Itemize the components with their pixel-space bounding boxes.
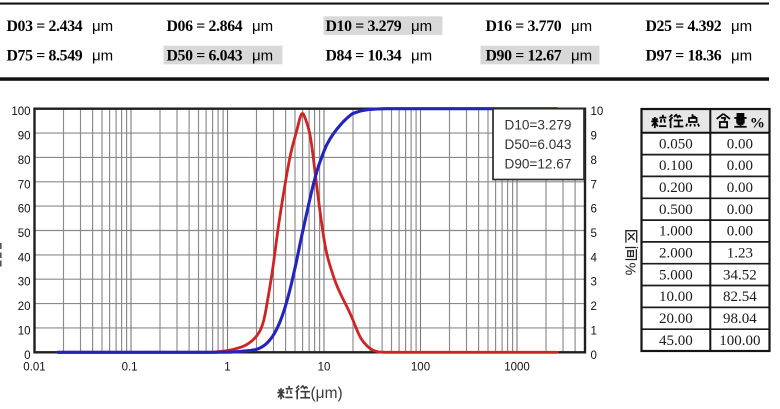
svg-text:1.23: 1.23: [727, 246, 753, 262]
svg-text:1: 1: [591, 325, 597, 337]
svg-text:30: 30: [18, 277, 31, 289]
svg-text:D75 = 8.549: D75 = 8.549: [7, 47, 83, 64]
svg-text:D06 = 2.864: D06 = 2.864: [167, 18, 243, 35]
svg-text:μm: μm: [411, 47, 432, 64]
svg-text:80: 80: [18, 155, 31, 167]
svg-text:0.200: 0.200: [659, 180, 693, 196]
svg-text:D97 = 18.36: D97 = 18.36: [646, 47, 722, 64]
svg-text:0.00: 0.00: [727, 224, 753, 240]
svg-text:D90 = 12.67: D90 = 12.67: [486, 47, 562, 64]
svg-text:μm: μm: [92, 47, 113, 64]
svg-text:D25 = 4.392: D25 = 4.392: [646, 18, 722, 35]
svg-text:0.050: 0.050: [659, 136, 693, 152]
svg-text:98.04: 98.04: [723, 311, 757, 327]
svg-text:0: 0: [591, 350, 597, 362]
svg-text:5: 5: [591, 228, 597, 240]
svg-text:%: %: [750, 115, 765, 131]
svg-text:8: 8: [591, 155, 597, 167]
svg-text:μm: μm: [92, 18, 113, 35]
svg-text:100: 100: [411, 361, 430, 373]
svg-text:(μm): (μm): [311, 385, 343, 402]
svg-text:7: 7: [591, 179, 597, 191]
svg-text:10: 10: [318, 361, 331, 373]
svg-text:50: 50: [18, 228, 31, 240]
svg-text:1.000: 1.000: [659, 224, 693, 240]
svg-text:60: 60: [18, 204, 31, 216]
svg-text:D84 = 10.34: D84 = 10.34: [326, 47, 402, 64]
svg-text:0: 0: [24, 350, 30, 362]
svg-text:μm: μm: [571, 47, 592, 64]
svg-text:10.00: 10.00: [659, 289, 693, 305]
svg-text:10: 10: [18, 325, 31, 337]
svg-text:45.00: 45.00: [659, 333, 693, 349]
svg-text:20: 20: [18, 301, 31, 313]
svg-text:0.01: 0.01: [23, 361, 45, 373]
svg-text:2: 2: [591, 301, 597, 313]
svg-text:D10 = 3.279: D10 = 3.279: [326, 18, 402, 35]
svg-text:2.000: 2.000: [659, 246, 693, 262]
svg-text:4: 4: [591, 252, 598, 264]
svg-text:70: 70: [18, 179, 31, 191]
svg-text:D03 = 2.434: D03 = 2.434: [7, 18, 83, 35]
svg-text:3: 3: [591, 277, 597, 289]
svg-text:0.1: 0.1: [122, 361, 138, 373]
svg-text:34.52: 34.52: [723, 267, 757, 283]
svg-text:82.54: 82.54: [723, 289, 757, 305]
svg-text:1: 1: [224, 361, 230, 373]
svg-text:0.00: 0.00: [727, 136, 753, 152]
svg-text:μm: μm: [731, 18, 752, 35]
svg-text:100.00: 100.00: [719, 333, 760, 349]
svg-text:90: 90: [18, 131, 31, 143]
svg-text:%: %: [622, 263, 638, 276]
svg-text:9: 9: [591, 131, 597, 143]
svg-text:10: 10: [591, 106, 604, 118]
svg-text:0.00: 0.00: [727, 202, 753, 218]
svg-text:μm: μm: [252, 18, 273, 35]
svg-text:0.00: 0.00: [727, 158, 753, 174]
svg-text:0.00: 0.00: [727, 180, 753, 196]
svg-text:6: 6: [591, 204, 597, 216]
svg-text:μm: μm: [411, 18, 432, 35]
svg-text:D10=3.279: D10=3.279: [505, 117, 572, 132]
svg-text:D90=12.67: D90=12.67: [505, 157, 572, 172]
svg-text:D50 = 6.043: D50 = 6.043: [167, 47, 243, 64]
svg-text:20.00: 20.00: [659, 311, 693, 327]
svg-text:μm: μm: [571, 18, 592, 35]
svg-text:0.500: 0.500: [659, 202, 693, 218]
svg-text:μm: μm: [252, 47, 273, 64]
svg-text:D50=6.043: D50=6.043: [505, 137, 572, 152]
svg-text:μm: μm: [731, 47, 752, 64]
svg-text:1000: 1000: [504, 361, 530, 373]
svg-text:D16 = 3.770: D16 = 3.770: [486, 18, 562, 35]
svg-text:5.000: 5.000: [659, 267, 693, 283]
svg-text:40: 40: [18, 252, 31, 264]
svg-text:100: 100: [11, 106, 30, 118]
svg-text:0.100: 0.100: [659, 158, 693, 174]
